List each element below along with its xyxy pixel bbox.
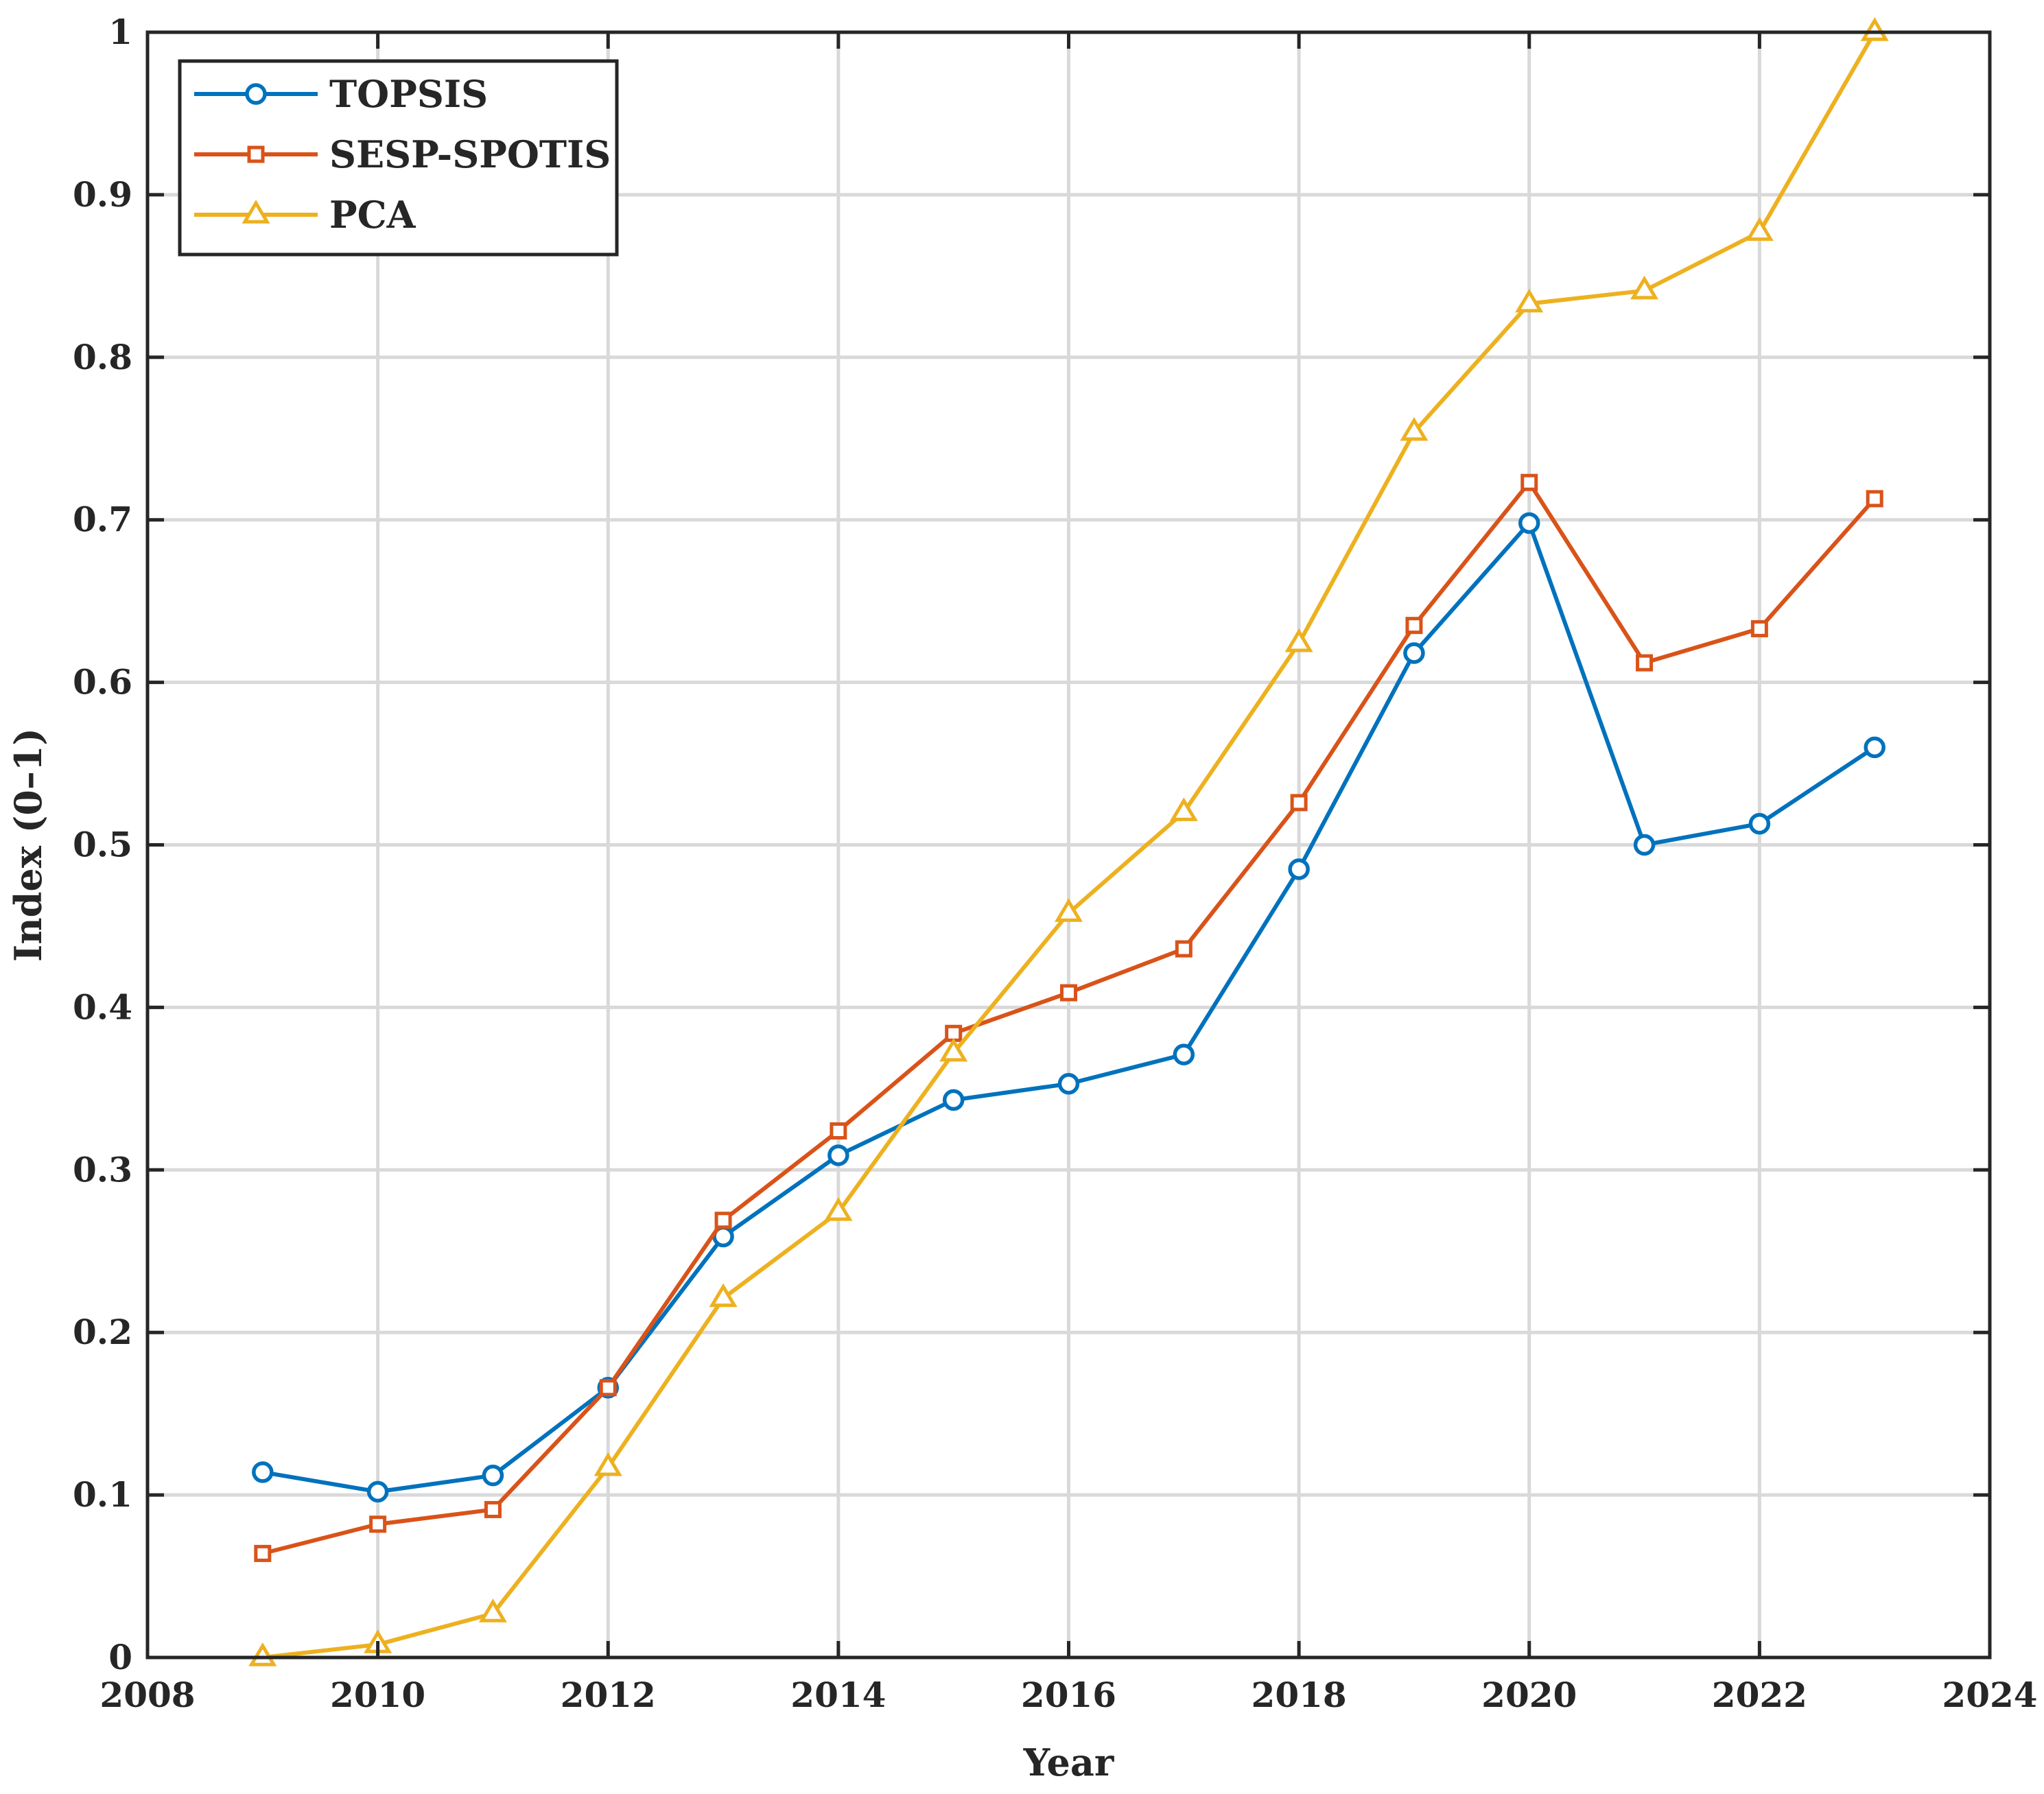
data-point	[1860, 17, 1889, 41]
legend-label: SESP-SPOTIS	[329, 132, 611, 176]
x-tick-label: 2022	[1712, 1675, 1807, 1715]
legend-marker	[247, 145, 265, 163]
data-point	[254, 1544, 272, 1562]
data-point	[824, 1196, 853, 1221]
y-tick-label: 0.6	[73, 662, 132, 703]
data-point	[1054, 898, 1083, 922]
data-point	[1173, 1043, 1195, 1065]
y-tick-label: 0.1	[73, 1474, 132, 1515]
y-tick-label: 0.9	[73, 174, 132, 215]
x-tick-label: 2008	[99, 1675, 195, 1715]
data-point	[942, 1089, 965, 1111]
data-point	[827, 1144, 849, 1166]
data-point	[1403, 642, 1425, 664]
data-point	[1405, 617, 1423, 635]
y-tick-label: 0.7	[73, 499, 132, 540]
y-tick-label: 0	[108, 1637, 132, 1677]
data-point	[478, 1598, 507, 1622]
x-tick-label: 2016	[1021, 1675, 1116, 1715]
legend: TOPSIS SESP-SPOTIS PCA	[178, 59, 619, 257]
data-point	[1284, 628, 1313, 652]
data-point	[1057, 1072, 1080, 1095]
x-tick-label: 2024	[1942, 1675, 2037, 1715]
data-point	[594, 1452, 622, 1476]
x-tick-label: 2020	[1481, 1675, 1577, 1715]
series-layer	[248, 17, 1889, 1666]
data-point	[1400, 416, 1429, 441]
legend-label: PCA	[329, 193, 416, 237]
x-tick-label: 2018	[1252, 1675, 1347, 1715]
y-tick-label: 1	[108, 12, 132, 52]
series-topsis	[252, 512, 1886, 1503]
data-point	[252, 1461, 274, 1483]
data-point	[1515, 288, 1544, 313]
data-point	[1290, 794, 1308, 812]
data-point	[1866, 490, 1883, 508]
data-point	[484, 1500, 502, 1518]
tick-labels: 2008 2010 2012 2014 2016 2018 2020 2022 2024 0 0.1…	[73, 12, 2038, 1715]
legend-marker	[245, 83, 267, 105]
axes-frame	[145, 30, 1992, 1660]
y-axis-label: Index (0–1)	[6, 728, 50, 962]
data-point	[1636, 654, 1654, 672]
data-point	[1060, 984, 1077, 1002]
legend-entry: PCA	[194, 193, 416, 237]
y-tick-label: 0.8	[73, 337, 132, 377]
x-tick-label: 2010	[330, 1675, 425, 1715]
series-sesp-spotis	[254, 473, 1883, 1562]
data-point	[1175, 940, 1193, 958]
x-axis-label: Year	[1023, 1740, 1114, 1784]
data-point	[1518, 512, 1540, 534]
x-tick-label: 2014	[790, 1675, 886, 1715]
data-point	[1630, 275, 1659, 300]
grid	[145, 30, 1992, 1660]
data-point	[1745, 217, 1774, 241]
data-point	[714, 1212, 732, 1229]
y-tick-label: 0.4	[73, 987, 132, 1027]
x-tick-label: 2012	[561, 1675, 656, 1715]
data-point	[248, 1642, 277, 1666]
y-tick-label: 0.3	[73, 1149, 132, 1190]
legend-marker	[242, 200, 270, 224]
data-point	[599, 1379, 617, 1397]
data-point	[369, 1515, 387, 1533]
data-point	[1520, 473, 1538, 491]
data-point	[1169, 797, 1198, 821]
data-point	[1633, 834, 1656, 856]
data-point	[1750, 619, 1768, 637]
data-point	[482, 1464, 504, 1487]
y-tick-label: 0.5	[73, 825, 132, 865]
legend-entry: TOPSIS	[194, 72, 488, 116]
y-tick-label: 0.2	[73, 1312, 132, 1352]
data-point	[830, 1122, 847, 1140]
legend-entry: SESP-SPOTIS	[194, 132, 611, 176]
data-point	[1748, 812, 1771, 835]
data-point	[1288, 858, 1310, 880]
series-pca	[248, 17, 1889, 1666]
data-point	[366, 1480, 389, 1503]
data-point	[709, 1283, 738, 1308]
data-point	[1864, 736, 1886, 759]
data-point	[939, 1037, 968, 1062]
legend-label: TOPSIS	[329, 72, 488, 116]
